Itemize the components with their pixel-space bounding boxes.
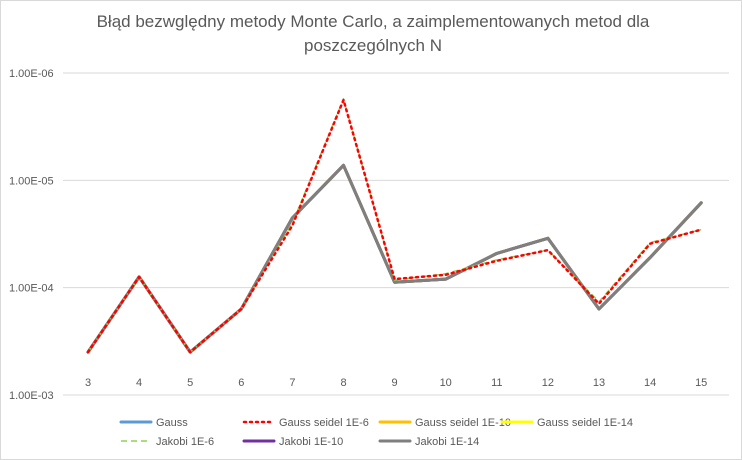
x-tick-label: 11: [491, 377, 502, 389]
legend-item: Jakobi 1E-14: [378, 436, 479, 448]
legend-label: Gauss seidel 1E-10: [415, 417, 511, 429]
x-axis-labels: 3 4 5 6 7 8 9 10 11 12 13 14 15: [85, 377, 707, 389]
legend-item: Jakobi 1E-10: [242, 436, 343, 448]
legend-label: Gauss: [156, 417, 188, 429]
y-tick-label: 1.00E-03: [9, 390, 54, 402]
x-tick-label: 3: [85, 377, 91, 389]
series-line: [86, 163, 703, 354]
legend-label: Jakobi 1E-14: [415, 436, 479, 448]
x-tick-label: 12: [542, 377, 554, 389]
series-line: [86, 98, 703, 354]
x-tick-label: 5: [187, 377, 193, 389]
y-tick-label: 1.00E-05: [9, 175, 54, 187]
legend: Gauss Gauss seidel 1E-6 Gauss seidel 1E-10…: [119, 417, 633, 448]
series-line: [86, 163, 703, 354]
legend-label: Jakobi 1E-6: [156, 436, 214, 448]
x-tick-label: 8: [340, 377, 346, 389]
x-tick-label: 7: [289, 377, 295, 389]
x-tick-label: 14: [644, 377, 656, 389]
chart-title-line-2: poszczególnych N: [304, 36, 442, 55]
x-tick-label: 13: [593, 377, 605, 389]
legend-item: Jakobi 1E-6: [121, 436, 214, 448]
y-axis-labels: 1.00E-06 1.00E-05 1.00E-04 1.00E-03: [9, 68, 54, 402]
legend-label: Gauss seidel 1E-6: [279, 417, 369, 429]
y-tick-label: 1.00E-06: [9, 68, 54, 80]
series-line: [86, 163, 703, 354]
legend-label: Jakobi 1E-10: [279, 436, 343, 448]
x-tick-label: 9: [392, 377, 398, 389]
y-tick-label: 1.00E-04: [9, 283, 54, 295]
series-line: [87, 98, 702, 353]
series-lines: [86, 98, 703, 354]
x-tick-label: 6: [238, 377, 244, 389]
legend-item: Gauss seidel 1E-10: [378, 417, 511, 429]
legend-item: Gauss: [119, 417, 188, 429]
legend-label: Gauss seidel 1E-14: [537, 417, 633, 429]
chart-title: Błąd bezwględny metody Monte Carlo, a za…: [97, 12, 650, 55]
legend-item: Gauss seidel 1E-6: [242, 417, 369, 429]
series-line: [86, 163, 703, 354]
chart-title-line-1: Błąd bezwględny metody Monte Carlo, a za…: [97, 12, 650, 31]
gridlines: [63, 72, 729, 396]
series-line: [86, 163, 703, 354]
x-tick-label: 10: [440, 377, 452, 389]
x-tick-label: 15: [695, 377, 707, 389]
x-tick-label: 4: [136, 377, 142, 389]
legend-item: Gauss seidel 1E-14: [500, 417, 633, 429]
